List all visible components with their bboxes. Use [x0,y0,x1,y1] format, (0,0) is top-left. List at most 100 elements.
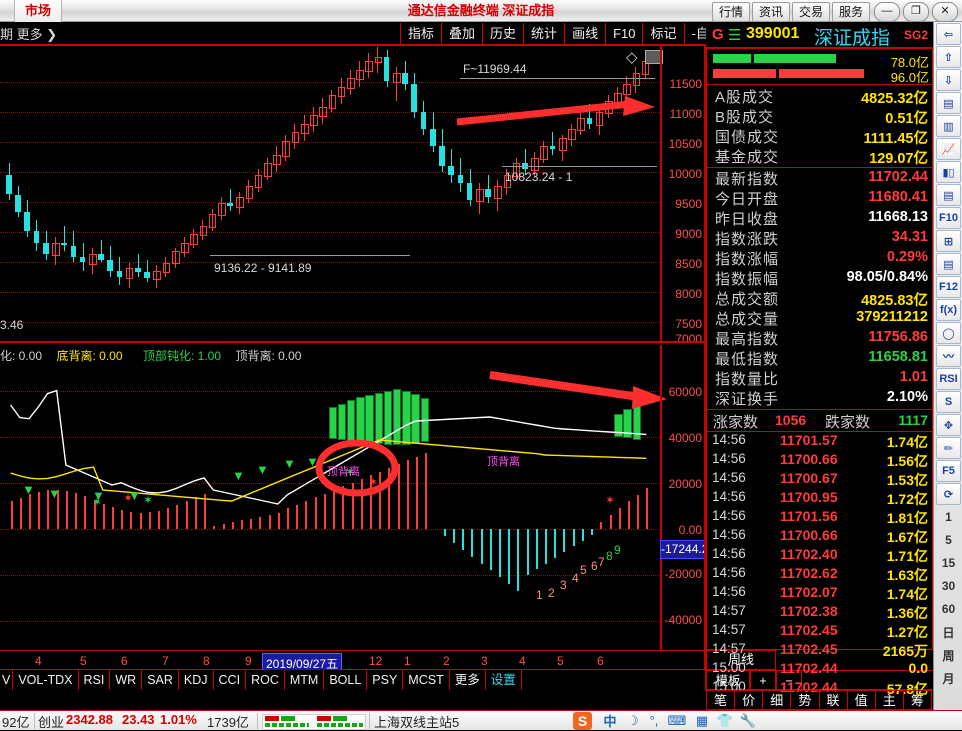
date-tick: 8 [203,654,210,668]
sina-icon[interactable]: S [936,391,961,413]
wave-icon[interactable]: 〰 [936,345,961,367]
menu-hamburger-icon[interactable]: ☰ [728,27,742,44]
menu-more-label[interactable]: 期 更多 ❯ [0,27,58,42]
sell-cross-icon: ✶ [368,475,379,489]
down-arrow-icon[interactable]: ⇩ [936,69,961,91]
tick-row: 14:56 11702.40 1.71亿 [707,545,932,564]
module-button-news[interactable]: 资讯 [751,2,790,22]
tree-icon[interactable]: ⊞ [936,230,961,252]
period-60-icon[interactable]: 60 [941,602,956,616]
period-week-icon[interactable]: 周 [942,648,955,663]
date-axis[interactable]: 4 5 6 7 8 9 2019/09/27五 12 1 2 3 4 5 6 [0,650,706,674]
circle-icon[interactable]: ◯ [936,322,961,344]
menu-button-f10[interactable]: F10 [605,23,644,44]
price-pane[interactable]: F~11969.44 10823.24 - 1 9136.22 - 9141.8… [0,46,704,343]
period-1-icon[interactable]: 1 [945,510,952,524]
ind-button-cci[interactable]: CCI [214,670,247,690]
ind-button-psy[interactable]: PSY [367,670,404,690]
ind-button-sar[interactable]: SAR [142,670,179,690]
doc-icon[interactable]: ▤ [936,253,961,275]
ime-punctuation-icon[interactable]: °, [649,713,659,728]
period-30-icon[interactable]: 30 [941,579,956,593]
menu-button-statistics[interactable]: 统计 [523,23,566,44]
f5-icon[interactable]: F5 [936,460,961,482]
minitab-xi[interactable]: 细 [763,690,792,710]
ind-button-mcst[interactable]: MCST [403,670,450,690]
date-tick: 3 [481,654,488,668]
ind-button-wr[interactable]: WR [110,670,143,690]
sogou-icon[interactable]: S [573,712,592,730]
ind-button-rsi[interactable]: RSI [79,670,111,690]
ind-button-vol-tdx[interactable]: VOL-TDX [13,670,79,690]
count-marker: 2 [548,586,555,600]
panel-toggle-icon[interactable] [645,50,663,64]
ind-button-boll[interactable]: BOLL [324,670,368,690]
ime-chinese-icon[interactable]: 中 [603,714,617,729]
module-button-service[interactable]: 服务 [831,2,870,22]
formula-icon[interactable]: f(x) [936,299,961,321]
status-index-amount: 1739亿 [207,715,249,730]
tick-time: 14:56 [712,546,746,561]
ind-button-roc[interactable]: ROC [246,670,285,690]
tab-market[interactable]: 市场 [14,0,62,22]
refresh-icon[interactable]: ⟳ [936,483,961,505]
row-label: 基金成交 [715,149,780,166]
period-15-icon[interactable]: 15 [941,556,956,570]
user-card-icon[interactable]: ▦ [695,712,709,728]
ind-button-more[interactable]: 更多 [450,670,486,690]
minitab-shi[interactable]: 势 [791,690,820,710]
ind-button-v[interactable]: V [0,670,14,690]
menu-button-overlay[interactable]: 叠加 [441,23,484,44]
up-arrow-icon[interactable]: ⇧ [936,46,961,68]
period-label[interactable]: 周线 [706,650,776,670]
ime-moon-icon[interactable]: ☽ [627,712,639,728]
back-arrow-icon[interactable]: ⇦ [936,23,961,45]
period-5-icon[interactable]: 5 [945,533,952,547]
f12-icon[interactable]: F12 [936,276,961,298]
news-icon[interactable]: ▤ [936,184,961,206]
minimize-icon[interactable]: — [874,2,900,22]
menu-button-history[interactable]: 历史 [482,23,525,44]
period-month-icon[interactable]: 月 [942,671,955,686]
minitab-chou[interactable]: 筹 [903,690,932,710]
zoom-in-button[interactable]: + [750,670,776,690]
minitab-zhi[interactable]: 值 [847,690,876,710]
ind-button-settings[interactable]: 设置 [486,670,522,690]
keyboard-icon[interactable]: ⌨ [667,712,687,728]
market-heat-widget[interactable] [262,714,366,730]
line-chart-icon[interactable]: 📈 [936,138,961,160]
module-button-trade[interactable]: 交易 [791,2,830,22]
tick-price: 11700.66 [780,451,838,467]
maximize-icon[interactable]: ❐ [903,2,929,22]
ind-button-mtm[interactable]: MTM [285,670,325,690]
menu-button-drawline[interactable]: 画线 [564,23,607,44]
candle-icon[interactable]: ▮▯ [936,161,961,183]
table-icon[interactable]: ▥ [936,115,961,137]
status-index-name[interactable]: 创业 [38,715,65,730]
chart-area[interactable]: F~11969.44 10823.24 - 1 9136.22 - 9141.8… [0,46,706,650]
close-icon[interactable]: ✕ [932,2,958,22]
menu-button-mark[interactable]: 标记 [642,23,685,44]
skin-icon[interactable]: 👕 [716,712,734,728]
wrench-icon[interactable]: 🔧 [739,712,757,728]
indicator-pane[interactable]: 化: 0.00 底背离: 0.00 顶部钝化: 1.00 顶背离: 0.00 ▼… [0,345,704,650]
report-icon[interactable]: ▤ [936,92,961,114]
module-button-quotes[interactable]: 行情 [711,2,750,22]
minitab-bi[interactable]: 笔 [706,690,736,710]
minitab-zhu[interactable]: 主 [875,690,904,710]
menu-button-indicator[interactable]: 指标 [400,23,443,44]
f10-icon[interactable]: F10 [936,207,961,229]
row-value: 34.31 [891,229,928,245]
move-icon[interactable]: ✥ [936,414,961,436]
zoom-out-button[interactable]: − [776,670,802,690]
rsi-icon[interactable]: RSI [936,368,961,390]
pencil-icon[interactable]: ✏ [936,437,961,459]
minitab-lian[interactable]: 联 [819,690,848,710]
ind-button-kdj[interactable]: KDJ [179,670,214,690]
period-day-icon[interactable]: 日 [942,625,955,640]
minitab-jia[interactable]: 价 [735,690,764,710]
template-button[interactable]: 模板 [706,670,750,690]
diamond-icon[interactable]: ◇ [626,49,638,66]
sell-cross-icon: ✶ [605,493,616,507]
tick-volume: 1.56亿 [886,453,928,469]
